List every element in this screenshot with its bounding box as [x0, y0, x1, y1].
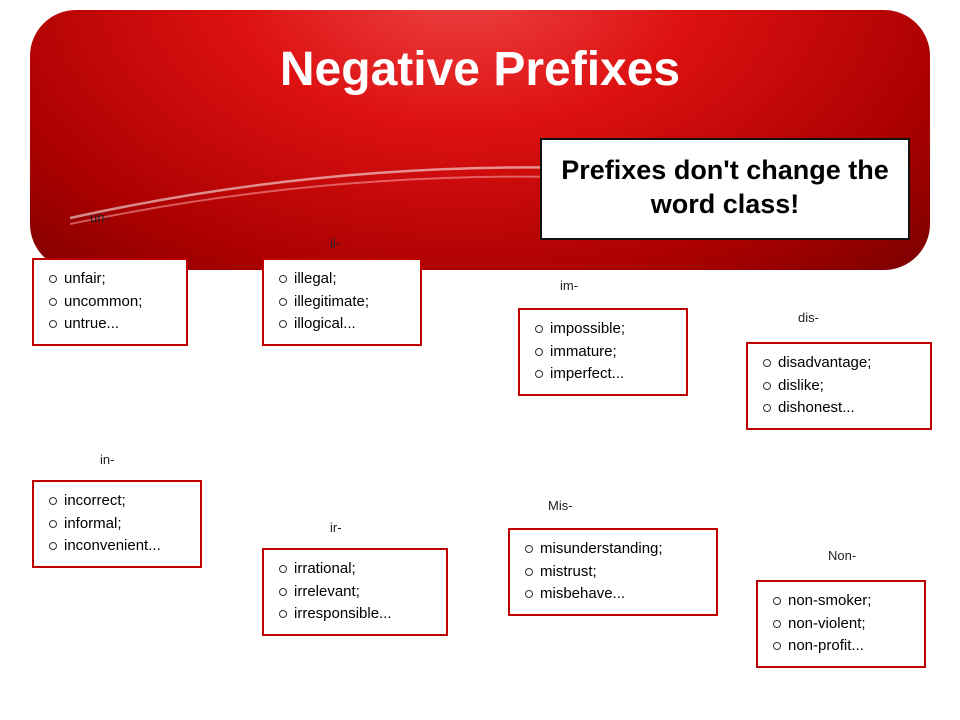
- list-item: non-violent;: [766, 613, 912, 636]
- list-item: incorrect;: [42, 490, 188, 513]
- list-item: dislike;: [756, 375, 918, 398]
- list-item: illogical...: [272, 313, 408, 336]
- word-box-dis: disadvantage; dislike; dishonest...: [746, 342, 932, 430]
- prefix-label-mis: Mis-: [548, 498, 573, 513]
- prefix-label-im: im-: [560, 278, 578, 293]
- callout-text: Prefixes don't change the word class!: [558, 154, 892, 222]
- list-item: untrue...: [42, 313, 174, 336]
- list-item: illegal;: [272, 268, 408, 291]
- list-item: impossible;: [528, 318, 674, 341]
- list-item: unfair;: [42, 268, 174, 291]
- word-box-non: non-smoker; non-violent; non-profit...: [756, 580, 926, 668]
- list-item: misunderstanding;: [518, 538, 704, 561]
- prefix-label-in: in-: [100, 452, 114, 467]
- list-item: irrational;: [272, 558, 434, 581]
- list-item: irrelevant;: [272, 581, 434, 604]
- word-box-un: unfair; uncommon; untrue...: [32, 258, 188, 346]
- word-box-in: incorrect; informal; inconvenient...: [32, 480, 202, 568]
- list-item: irresponsible...: [272, 603, 434, 626]
- list-item: misbehave...: [518, 583, 704, 606]
- list-item: imperfect...: [528, 363, 674, 386]
- prefix-label-ir: ir-: [330, 520, 342, 535]
- page-title: Negative Prefixes: [30, 42, 930, 97]
- callout-box: Prefixes don't change the word class!: [540, 138, 910, 240]
- list-item: disadvantage;: [756, 352, 918, 375]
- word-box-mis: misunderstanding; mistrust; misbehave...: [508, 528, 718, 616]
- list-item: uncommon;: [42, 291, 174, 314]
- list-item: mistrust;: [518, 561, 704, 584]
- prefix-label-dis: dis-: [798, 310, 819, 325]
- list-item: immature;: [528, 341, 674, 364]
- list-item: dishonest...: [756, 397, 918, 420]
- list-item: inconvenient...: [42, 535, 188, 558]
- list-item: non-profit...: [766, 635, 912, 658]
- word-box-il: illegal; illegitimate; illogical...: [262, 258, 422, 346]
- prefix-label-un: un-: [90, 210, 109, 225]
- prefix-label-il: il-: [330, 236, 340, 251]
- list-item: non-smoker;: [766, 590, 912, 613]
- word-box-im: impossible; immature; imperfect...: [518, 308, 688, 396]
- word-box-ir: irrational; irrelevant; irresponsible...: [262, 548, 448, 636]
- list-item: informal;: [42, 513, 188, 536]
- prefix-label-non: Non-: [828, 548, 856, 563]
- list-item: illegitimate;: [272, 291, 408, 314]
